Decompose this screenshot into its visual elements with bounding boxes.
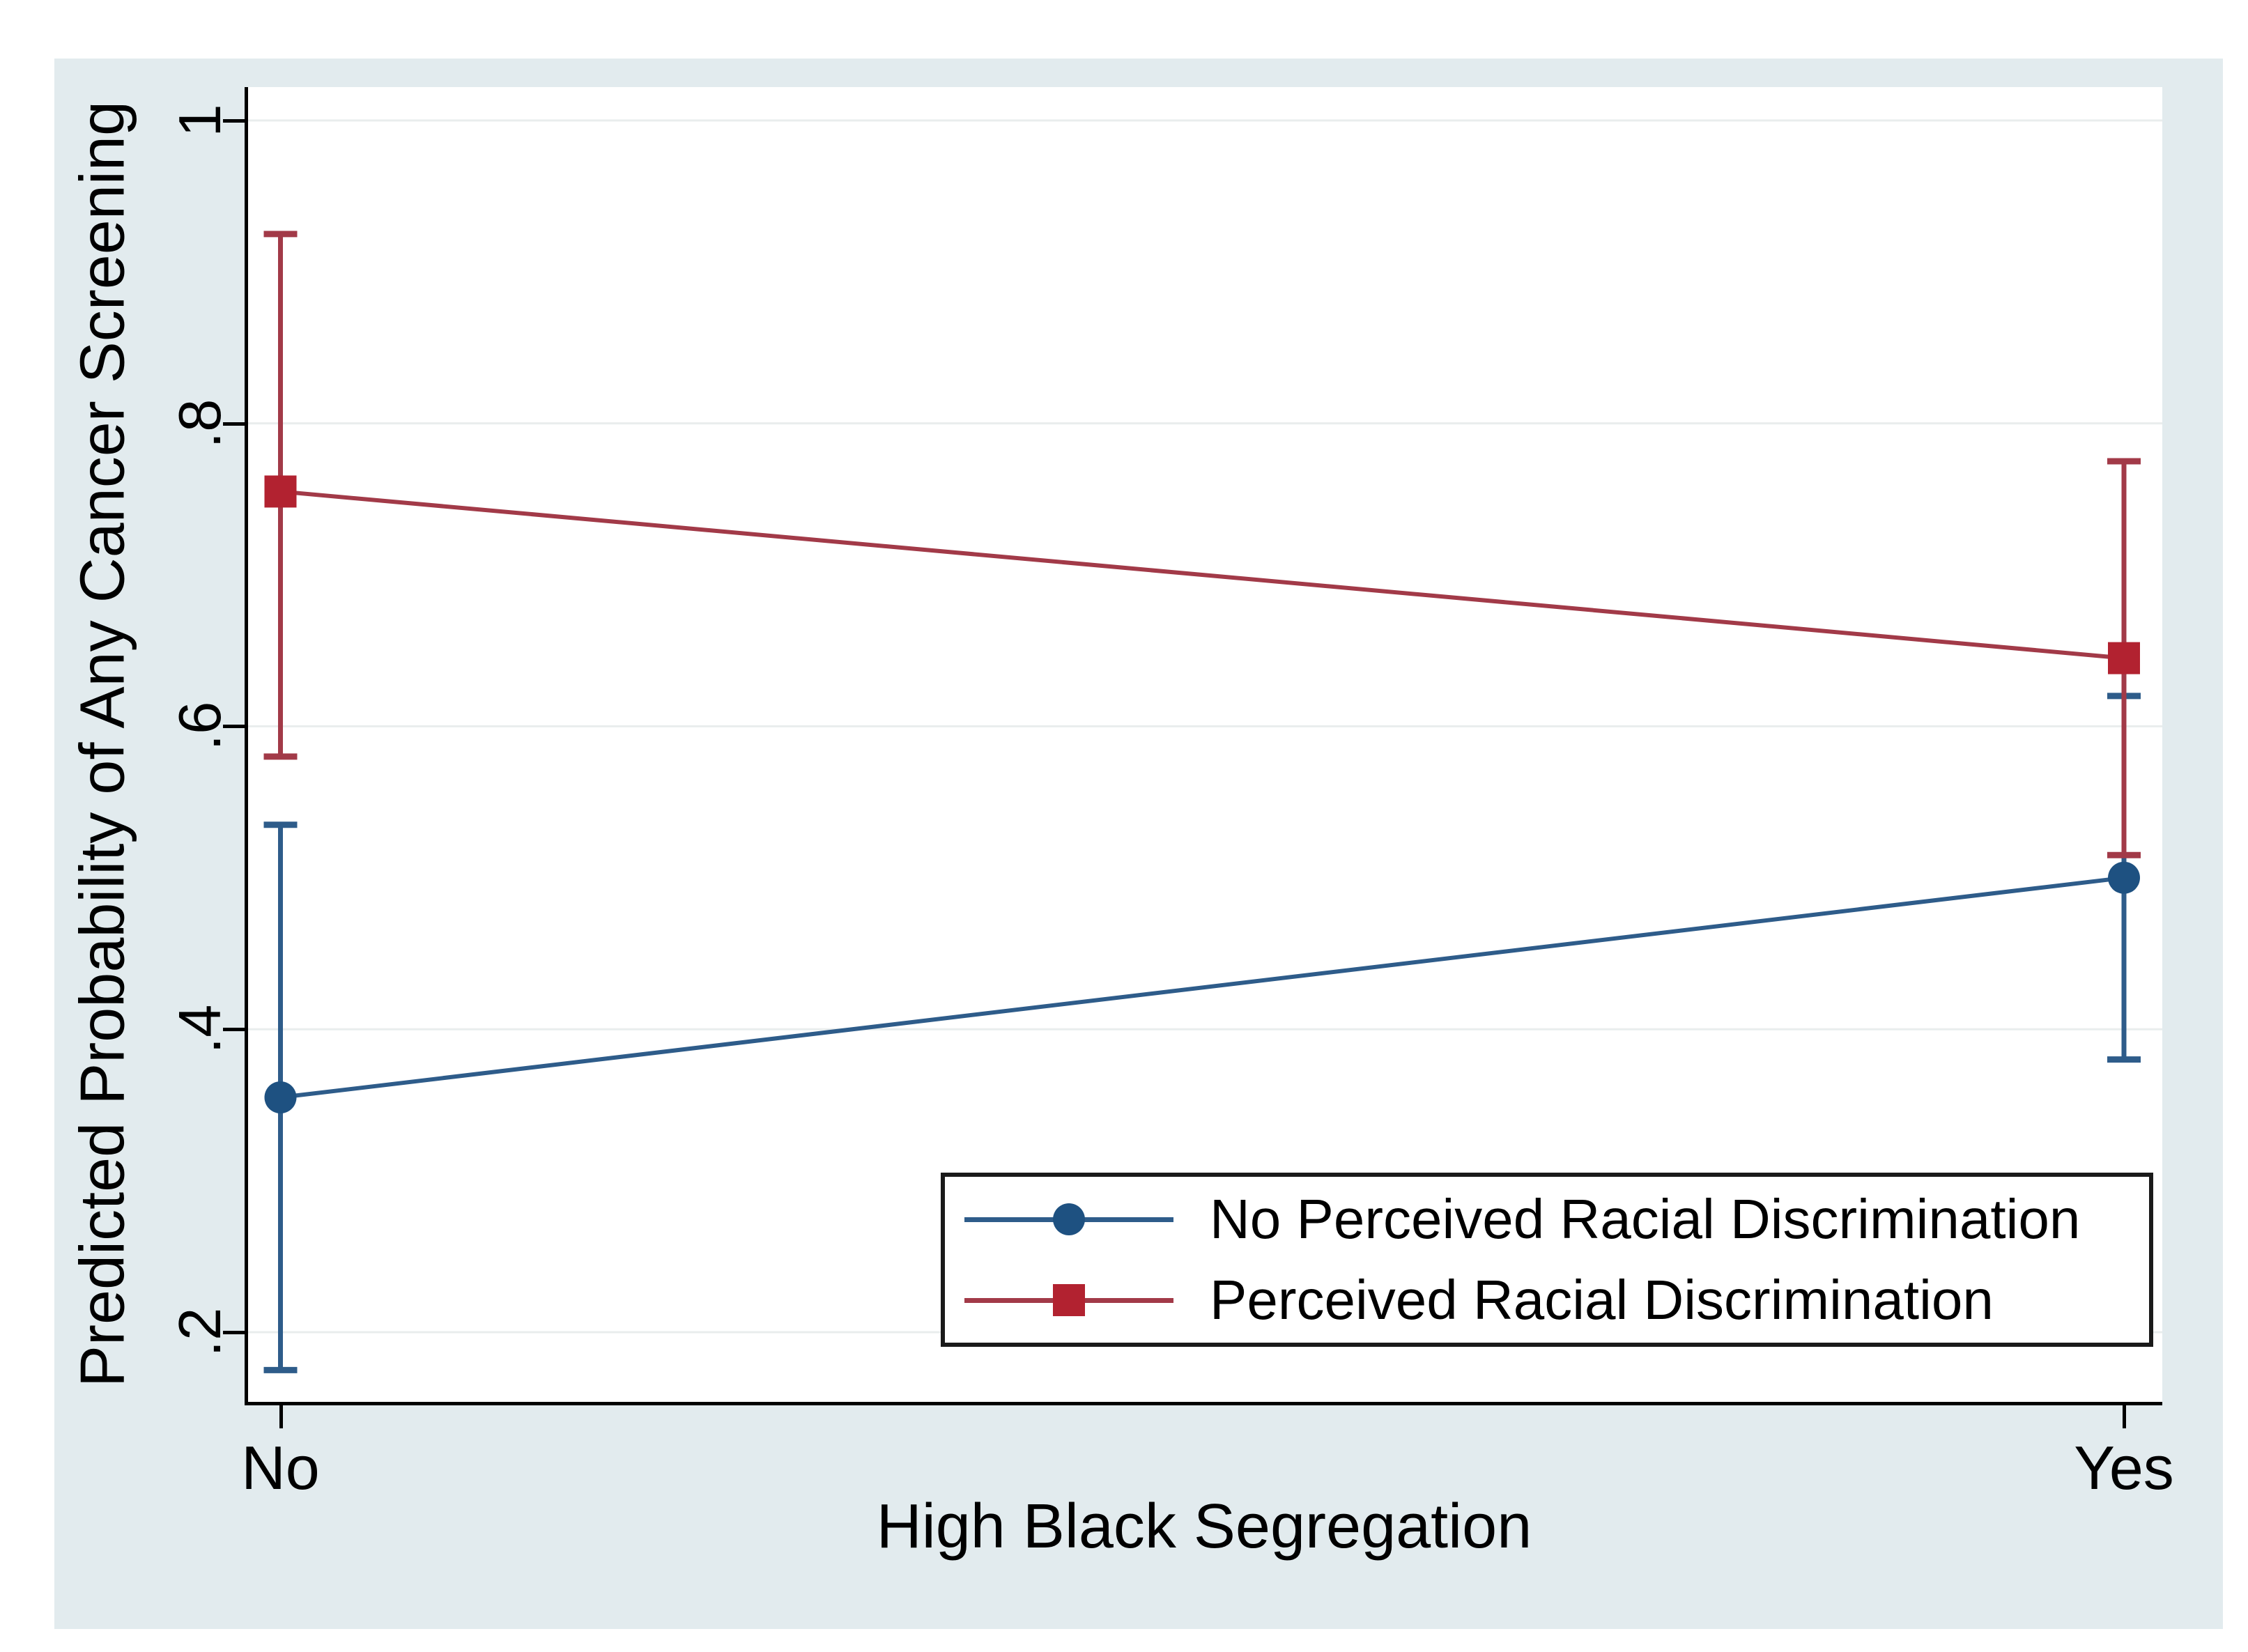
y-tick-label: 1 — [167, 104, 233, 137]
data-point-marker — [264, 475, 297, 508]
legend-label: Perceived Racial Discrimination — [1210, 1269, 1994, 1331]
y-tick — [223, 1330, 246, 1334]
y-tick — [223, 118, 246, 123]
y-tick-label: .2 — [167, 1307, 233, 1357]
series-line — [280, 489, 2125, 661]
legend-sample-line-1 — [964, 1279, 1173, 1321]
circle-marker-icon — [1053, 1203, 1085, 1235]
legend-label: No Perceived Racial Discrimination — [1210, 1188, 2081, 1250]
x-tick-label: No — [241, 1433, 320, 1502]
x-tick-label: Yes — [2074, 1433, 2174, 1502]
legend-entry: Perceived Racial Discrimination — [945, 1262, 2149, 1338]
y-tick — [223, 1028, 246, 1032]
y-tick — [223, 422, 246, 426]
plot-canvas — [246, 119, 2162, 1373]
square-marker-icon — [1053, 1284, 1085, 1316]
x-axis-line — [245, 1402, 2162, 1405]
data-point-marker — [264, 1081, 297, 1114]
series-line — [280, 875, 2125, 1100]
y-tick — [223, 725, 246, 729]
y-tick-label: .6 — [167, 701, 233, 751]
x-tick — [279, 1405, 283, 1428]
y-axis-line — [245, 87, 248, 1405]
data-point-marker — [2108, 861, 2140, 894]
legend: No Perceived Racial Discrimination Perce… — [941, 1173, 2153, 1347]
y-tick-label: .8 — [167, 399, 233, 449]
x-axis-title: High Black Segregation — [876, 1492, 1532, 1561]
data-point-marker — [2108, 642, 2140, 674]
y-tick-label: .4 — [167, 1004, 233, 1054]
legend-sample-line-0 — [964, 1198, 1173, 1240]
y-axis-title: Predicted Probability of Any Cancer Scre… — [68, 100, 138, 1388]
x-tick — [2123, 1405, 2126, 1428]
legend-entry: No Perceived Racial Discrimination — [945, 1181, 2149, 1258]
